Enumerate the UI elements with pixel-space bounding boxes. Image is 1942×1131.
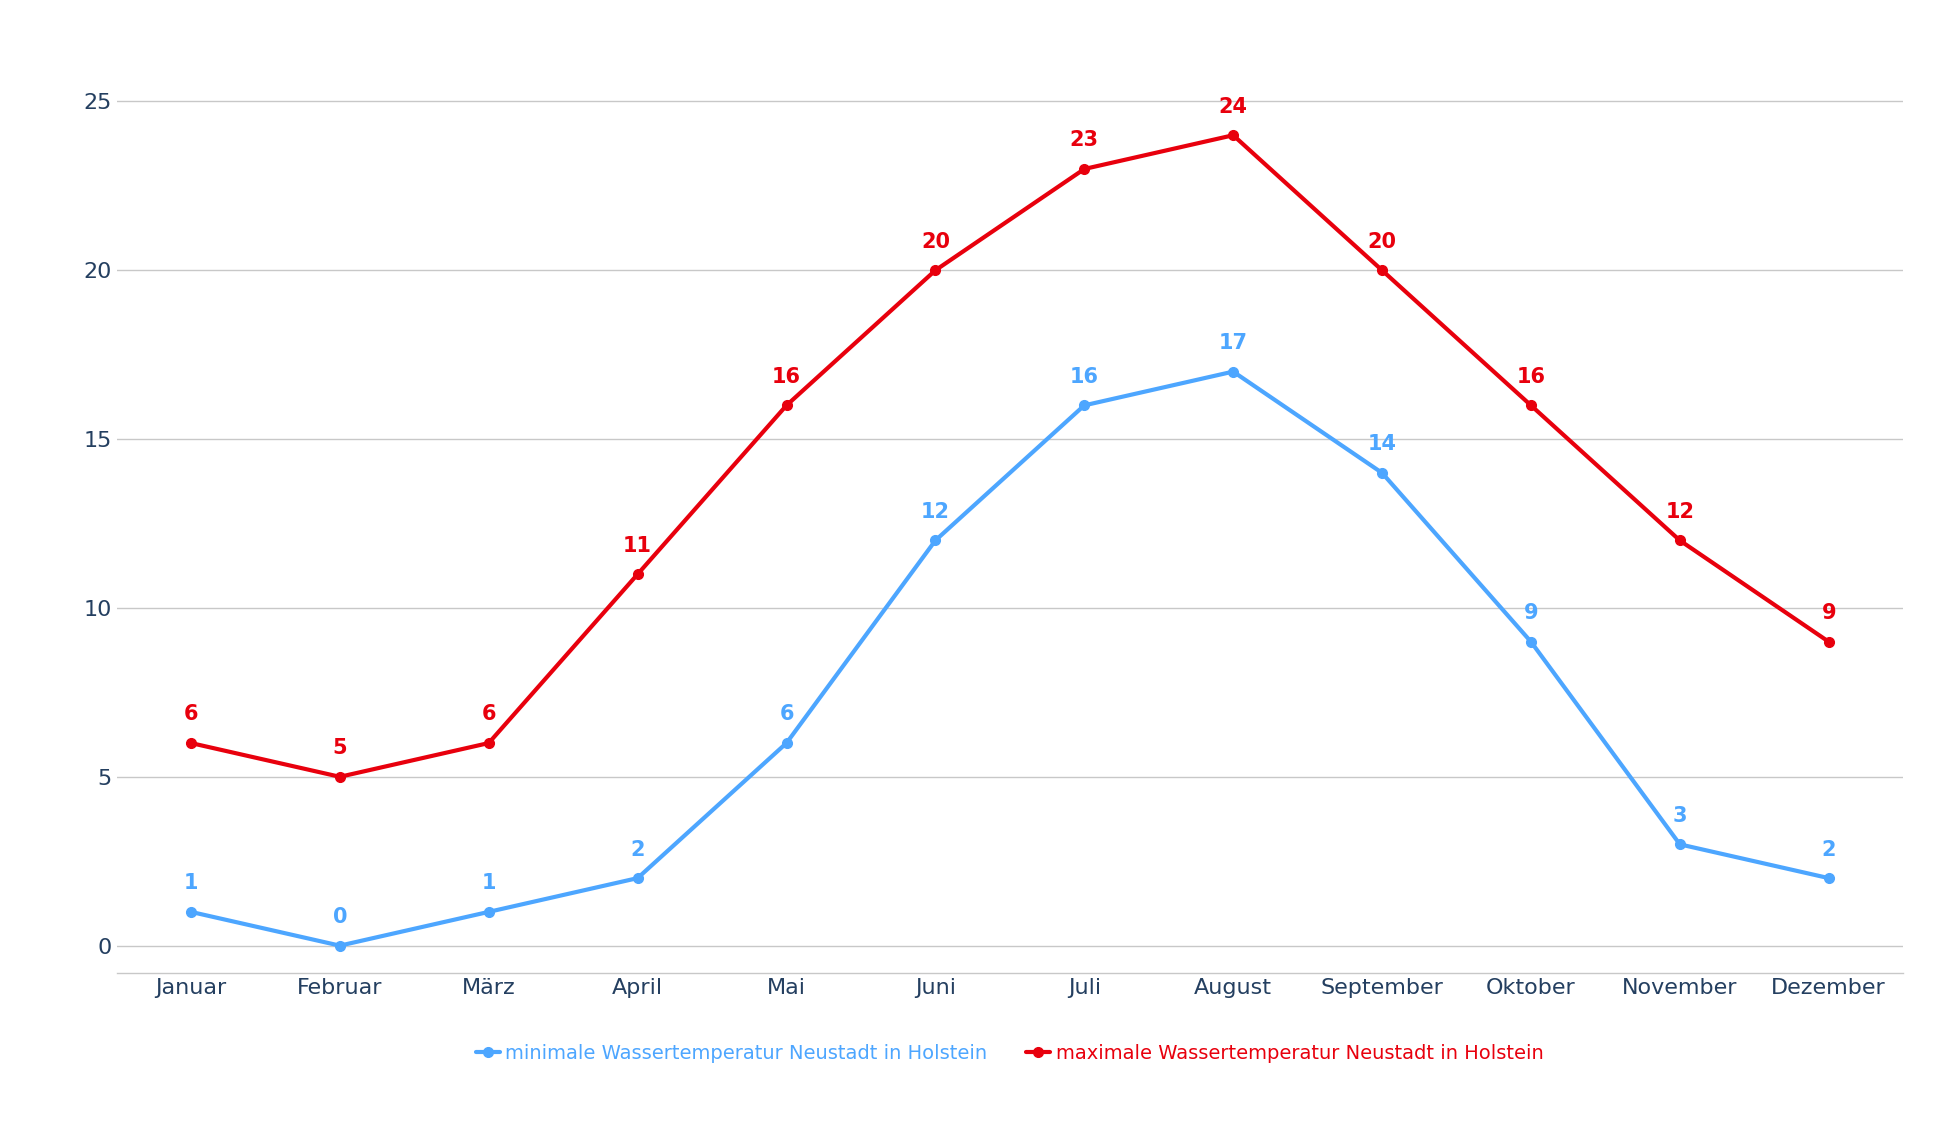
maximale Wassertemperatur Neustadt in Holstein: [924, 264, 948, 277]
Text: 6: 6: [482, 705, 495, 725]
Text: 6: 6: [184, 705, 198, 725]
Text: 17: 17: [1220, 333, 1247, 353]
Text: 16: 16: [1517, 366, 1546, 387]
Legend: minimale Wassertemperatur Neustadt in Holstein, maximale Wassertemperatur Neusta: minimale Wassertemperatur Neustadt in Ho…: [468, 1036, 1552, 1071]
Text: 24: 24: [1220, 96, 1247, 116]
maximale Wassertemperatur Neustadt in Holstein: [1668, 534, 1691, 547]
Text: 12: 12: [1666, 502, 1693, 521]
Line: maximale Wassertemperatur Neustadt in Holstein: maximale Wassertemperatur Neustadt in Ho…: [186, 130, 1833, 782]
Text: 6: 6: [779, 705, 794, 725]
maximale Wassertemperatur Neustadt in Holstein: [625, 568, 649, 581]
maximale Wassertemperatur Neustadt in Holstein: [1072, 162, 1095, 175]
maximale Wassertemperatur Neustadt in Holstein: [478, 736, 501, 750]
Text: 0: 0: [332, 907, 348, 927]
minimale Wassertemperatur Neustadt in Holstein: [328, 939, 352, 952]
maximale Wassertemperatur Neustadt in Holstein: [1222, 129, 1245, 143]
Text: 11: 11: [623, 536, 653, 555]
Text: 5: 5: [332, 739, 348, 758]
minimale Wassertemperatur Neustadt in Holstein: [924, 534, 948, 547]
minimale Wassertemperatur Neustadt in Holstein: [1668, 838, 1691, 852]
minimale Wassertemperatur Neustadt in Holstein: [625, 871, 649, 884]
Text: 23: 23: [1070, 130, 1099, 150]
Text: 12: 12: [921, 502, 950, 521]
minimale Wassertemperatur Neustadt in Holstein: [179, 905, 202, 918]
Text: 9: 9: [1822, 603, 1835, 623]
maximale Wassertemperatur Neustadt in Holstein: [328, 770, 352, 784]
Text: 14: 14: [1367, 434, 1396, 455]
maximale Wassertemperatur Neustadt in Holstein: [1371, 264, 1394, 277]
maximale Wassertemperatur Neustadt in Holstein: [179, 736, 202, 750]
Text: 3: 3: [1672, 805, 1688, 826]
minimale Wassertemperatur Neustadt in Holstein: [1072, 398, 1095, 412]
Text: 20: 20: [921, 232, 950, 252]
Text: 16: 16: [1070, 366, 1099, 387]
Text: 2: 2: [631, 839, 645, 860]
Text: 1: 1: [184, 873, 198, 893]
Text: 9: 9: [1524, 603, 1538, 623]
minimale Wassertemperatur Neustadt in Holstein: [478, 905, 501, 918]
maximale Wassertemperatur Neustadt in Holstein: [1519, 398, 1542, 412]
minimale Wassertemperatur Neustadt in Holstein: [775, 736, 798, 750]
Text: 16: 16: [773, 366, 800, 387]
Line: minimale Wassertemperatur Neustadt in Holstein: minimale Wassertemperatur Neustadt in Ho…: [186, 366, 1833, 950]
Text: 20: 20: [1367, 232, 1396, 252]
maximale Wassertemperatur Neustadt in Holstein: [1818, 634, 1841, 648]
minimale Wassertemperatur Neustadt in Holstein: [1371, 466, 1394, 480]
Text: 2: 2: [1822, 839, 1835, 860]
minimale Wassertemperatur Neustadt in Holstein: [1818, 871, 1841, 884]
Text: 1: 1: [482, 873, 495, 893]
minimale Wassertemperatur Neustadt in Holstein: [1519, 634, 1542, 648]
minimale Wassertemperatur Neustadt in Holstein: [1222, 365, 1245, 379]
maximale Wassertemperatur Neustadt in Holstein: [775, 398, 798, 412]
